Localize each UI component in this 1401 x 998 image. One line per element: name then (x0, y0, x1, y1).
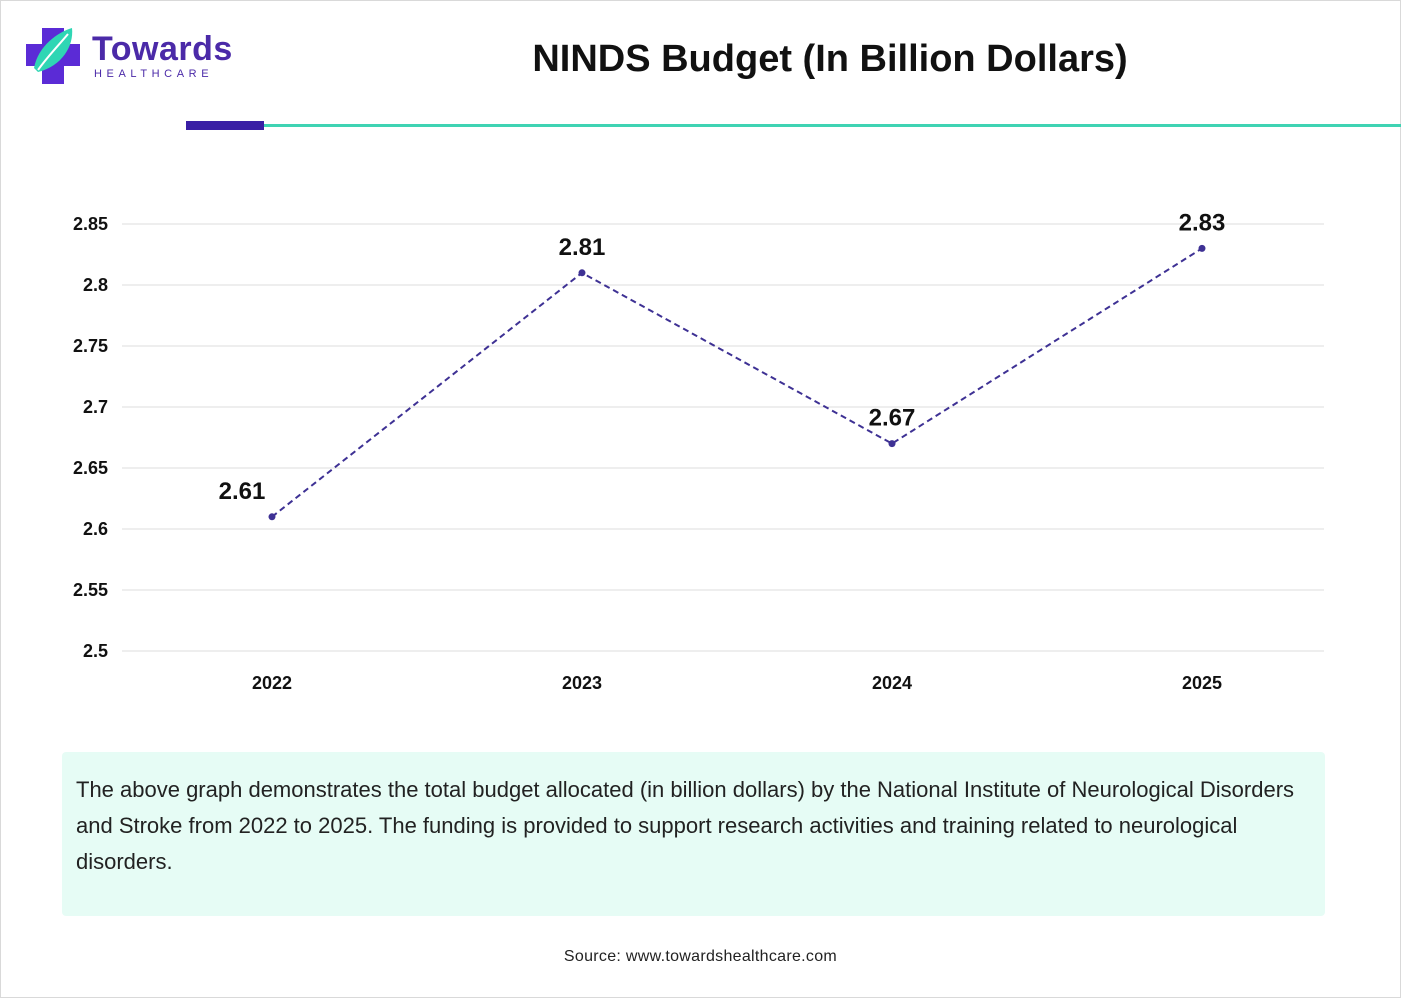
x-tick-label: 2022 (252, 673, 292, 693)
data-label: 2.61 (219, 478, 266, 505)
y-axis-ticks: 2.85 2.8 2.75 2.7 2.65 2.6 2.55 2.5 (73, 214, 108, 661)
chart-title: NINDS Budget (In Billion Dollars) (532, 38, 1128, 80)
x-tick-label: 2023 (562, 673, 602, 693)
data-label: 2.81 (559, 234, 606, 261)
data-label: 2.83 (1179, 209, 1226, 236)
x-axis-ticks: 2022 2023 2024 2025 (252, 673, 1222, 693)
x-tick-label: 2025 (1182, 673, 1222, 693)
y-tick-label: 2.5 (83, 641, 108, 661)
y-tick-label: 2.6 (83, 519, 108, 539)
y-tick-label: 2.7 (83, 397, 108, 417)
description-box: The above graph demonstrates the total b… (62, 752, 1325, 916)
line-chart: 2.852.82.752.72.652.62.552.5 2022 2023 202… (73, 209, 1324, 693)
source-note: Source: www.towardshealthcare.com (563, 948, 838, 965)
data-point (888, 440, 896, 448)
y-tick-label: 2.8 (83, 275, 108, 295)
data-point (1198, 244, 1206, 252)
x-tick-label: 2024 (872, 673, 912, 693)
grid-layer (122, 223, 1324, 652)
title-rule-accent (186, 121, 264, 130)
series-line (271, 247, 1203, 518)
y-tick-label: 2.65 (73, 458, 108, 478)
brand-tagline: HEALTHCARE (94, 68, 214, 80)
series-line-layer (271, 247, 1203, 518)
data-points (268, 244, 1206, 521)
data-point (268, 513, 276, 521)
description-text: The above graph demonstrates the total b… (76, 777, 1295, 874)
y-tick-label: 2.75 (73, 336, 108, 356)
data-label: 2.67 (869, 405, 916, 432)
y-tick-label: 2.85 (73, 214, 108, 234)
title-rule (264, 124, 1401, 127)
brand-name: Towards (92, 30, 233, 68)
y-tick-label: 2.55 (73, 580, 108, 600)
towards-healthcare-logo-icon (26, 28, 80, 84)
data-point (578, 269, 586, 277)
data-labels: 2.61 2.81 2.67 2.83 (219, 209, 1226, 504)
